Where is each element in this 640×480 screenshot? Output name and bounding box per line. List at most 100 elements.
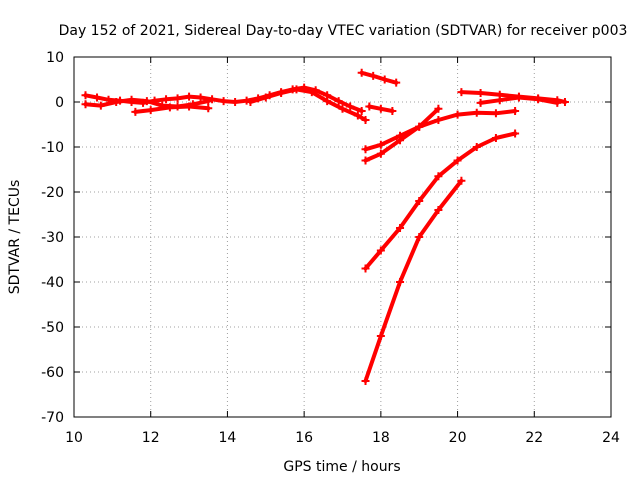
data-point — [307, 88, 316, 97]
data-point — [131, 107, 140, 116]
data-point — [434, 172, 443, 181]
series-layer — [81, 68, 569, 385]
data-point — [560, 98, 569, 106]
data-point — [396, 136, 405, 145]
data-point — [415, 233, 424, 241]
data-point — [534, 95, 543, 104]
series-line-9 — [363, 131, 518, 271]
y-tick-label: 10 — [46, 50, 64, 66]
data-point — [457, 88, 466, 97]
data-point — [346, 102, 355, 111]
data-point — [380, 75, 389, 84]
x-tick-label: 20 — [449, 430, 467, 446]
data-point — [231, 98, 240, 106]
data-point — [112, 98, 121, 106]
data-point — [204, 104, 213, 113]
x-axis-label: GPS time / hours — [283, 459, 400, 475]
data-point — [162, 95, 171, 104]
data-point — [376, 104, 385, 113]
data-point — [142, 97, 151, 106]
data-point — [434, 206, 443, 214]
data-point — [127, 95, 136, 104]
series-line-5 — [359, 70, 399, 85]
data-point — [376, 246, 385, 255]
data-point — [396, 278, 405, 286]
data-point — [219, 97, 228, 106]
chart-title: Day 152 of 2021, Sidereal Day-to-day VTE… — [59, 23, 628, 39]
data-point — [396, 224, 405, 232]
data-point — [376, 332, 385, 340]
y-tick-label: -60 — [41, 365, 64, 381]
data-point — [415, 122, 424, 131]
x-tick-label: 22 — [525, 430, 543, 446]
data-point — [472, 108, 481, 117]
data-point — [511, 107, 520, 115]
data-point — [491, 109, 500, 118]
data-point — [196, 93, 205, 102]
data-point — [415, 197, 424, 205]
series-line-7 — [363, 109, 518, 152]
data-point — [453, 110, 462, 119]
x-tick-label: 18 — [372, 430, 390, 446]
grid — [74, 57, 611, 417]
y-tick-label: -40 — [41, 275, 64, 291]
data-point — [261, 93, 270, 102]
data-point — [361, 264, 370, 273]
data-point — [146, 106, 155, 115]
y-tick-label: -30 — [41, 230, 64, 246]
x-tick-label: 12 — [142, 430, 160, 446]
data-point — [453, 156, 462, 165]
data-point — [361, 116, 370, 124]
data-point — [376, 149, 385, 158]
data-point — [204, 97, 213, 106]
data-point — [361, 145, 370, 154]
data-point — [476, 89, 485, 97]
y-tick-label: -50 — [41, 320, 64, 336]
x-tick-label: 24 — [602, 430, 620, 446]
data-point — [81, 91, 90, 100]
data-point — [553, 98, 562, 107]
data-point — [185, 92, 194, 101]
data-point — [338, 104, 347, 113]
series-line-10 — [363, 178, 464, 383]
y-tick-label: -70 — [41, 410, 64, 426]
data-point — [357, 68, 366, 77]
data-point — [365, 102, 374, 111]
data-point — [491, 134, 500, 142]
data-point — [81, 100, 90, 109]
data-point — [457, 176, 466, 185]
data-point — [246, 98, 255, 106]
data-point — [323, 97, 332, 106]
x-tick-label: 14 — [219, 430, 237, 446]
data-point — [173, 94, 182, 103]
data-point — [369, 71, 378, 80]
data-point — [96, 101, 105, 110]
data-point — [495, 96, 504, 105]
data-point — [93, 93, 102, 102]
data-point — [434, 116, 443, 124]
y-axis-label: SDTVAR / TECUs — [7, 180, 23, 295]
data-point — [361, 156, 370, 165]
data-point — [376, 140, 385, 149]
data-point — [292, 85, 301, 94]
y-tick-label: -10 — [41, 140, 64, 156]
data-point — [165, 103, 174, 112]
data-point — [392, 78, 401, 87]
ticks: 10 12 14 16 18 20 22 24 -70 -60 -50 -40 -30 -20 -10 0 10 — [41, 50, 620, 446]
data-point — [361, 377, 370, 385]
data-point — [357, 107, 366, 115]
data-point — [277, 89, 286, 97]
data-point — [434, 104, 443, 113]
data-point — [353, 111, 362, 120]
data-point — [511, 129, 520, 138]
y-tick-label: -20 — [41, 185, 64, 201]
x-tick-label: 16 — [295, 430, 313, 446]
data-point — [472, 143, 481, 151]
data-point — [476, 98, 485, 107]
data-point — [514, 93, 523, 102]
data-point — [334, 97, 343, 106]
y-tick-label: 0 — [55, 95, 64, 111]
data-point — [388, 107, 397, 115]
x-tick-label: 10 — [65, 430, 83, 446]
